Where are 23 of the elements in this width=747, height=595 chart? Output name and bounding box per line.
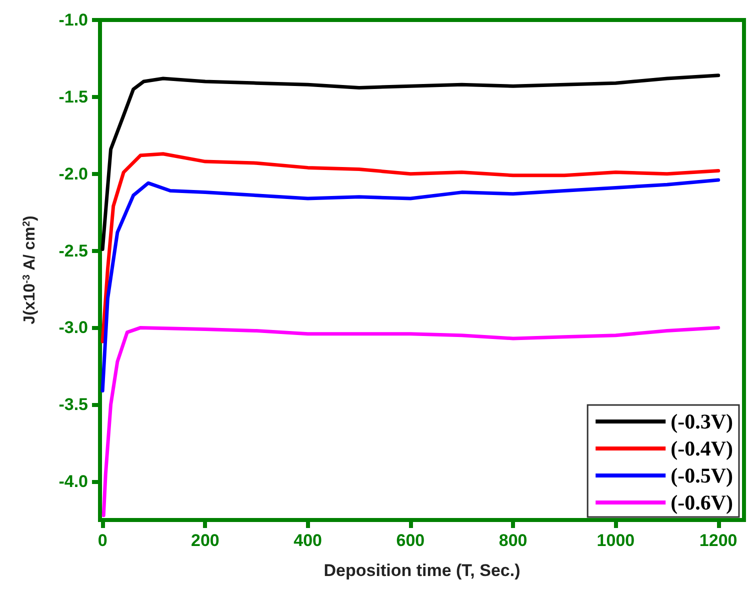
legend-label: (-0.5V) <box>670 464 734 488</box>
x-tick-label: 1000 <box>596 531 635 550</box>
line-series <box>100 74 720 251</box>
x-tick-label: 200 <box>191 531 220 550</box>
y-tick-label: -2.0 <box>58 164 88 184</box>
line-series <box>100 152 720 344</box>
line-series <box>100 178 720 393</box>
y-tick-label: -1.5 <box>58 87 88 106</box>
legend-label: (-0.6V) <box>670 490 734 514</box>
y-tick-label: -1.0 <box>58 10 88 30</box>
legend-label: (-0.4V) <box>670 436 734 460</box>
x-tick-label: 600 <box>396 531 425 550</box>
legend-label: (-0.3V) <box>670 410 734 434</box>
x-tick-label: 0 <box>98 531 108 550</box>
y-tick-label: -4.0 <box>58 472 88 492</box>
x-tick-label: 400 <box>294 531 322 550</box>
x-axis-title: Deposition time (T, Sec.) <box>324 561 520 580</box>
y-tick-label: -3.0 <box>58 318 88 338</box>
x-tick-label: 800 <box>498 531 528 550</box>
x-tick-label: 1200 <box>699 531 738 550</box>
y-tick-label: -2.5 <box>58 241 88 260</box>
y-axis-title: J(x10-3 A/ cm2) <box>22 216 38 324</box>
y-tick-label: -3.5 <box>58 395 88 414</box>
